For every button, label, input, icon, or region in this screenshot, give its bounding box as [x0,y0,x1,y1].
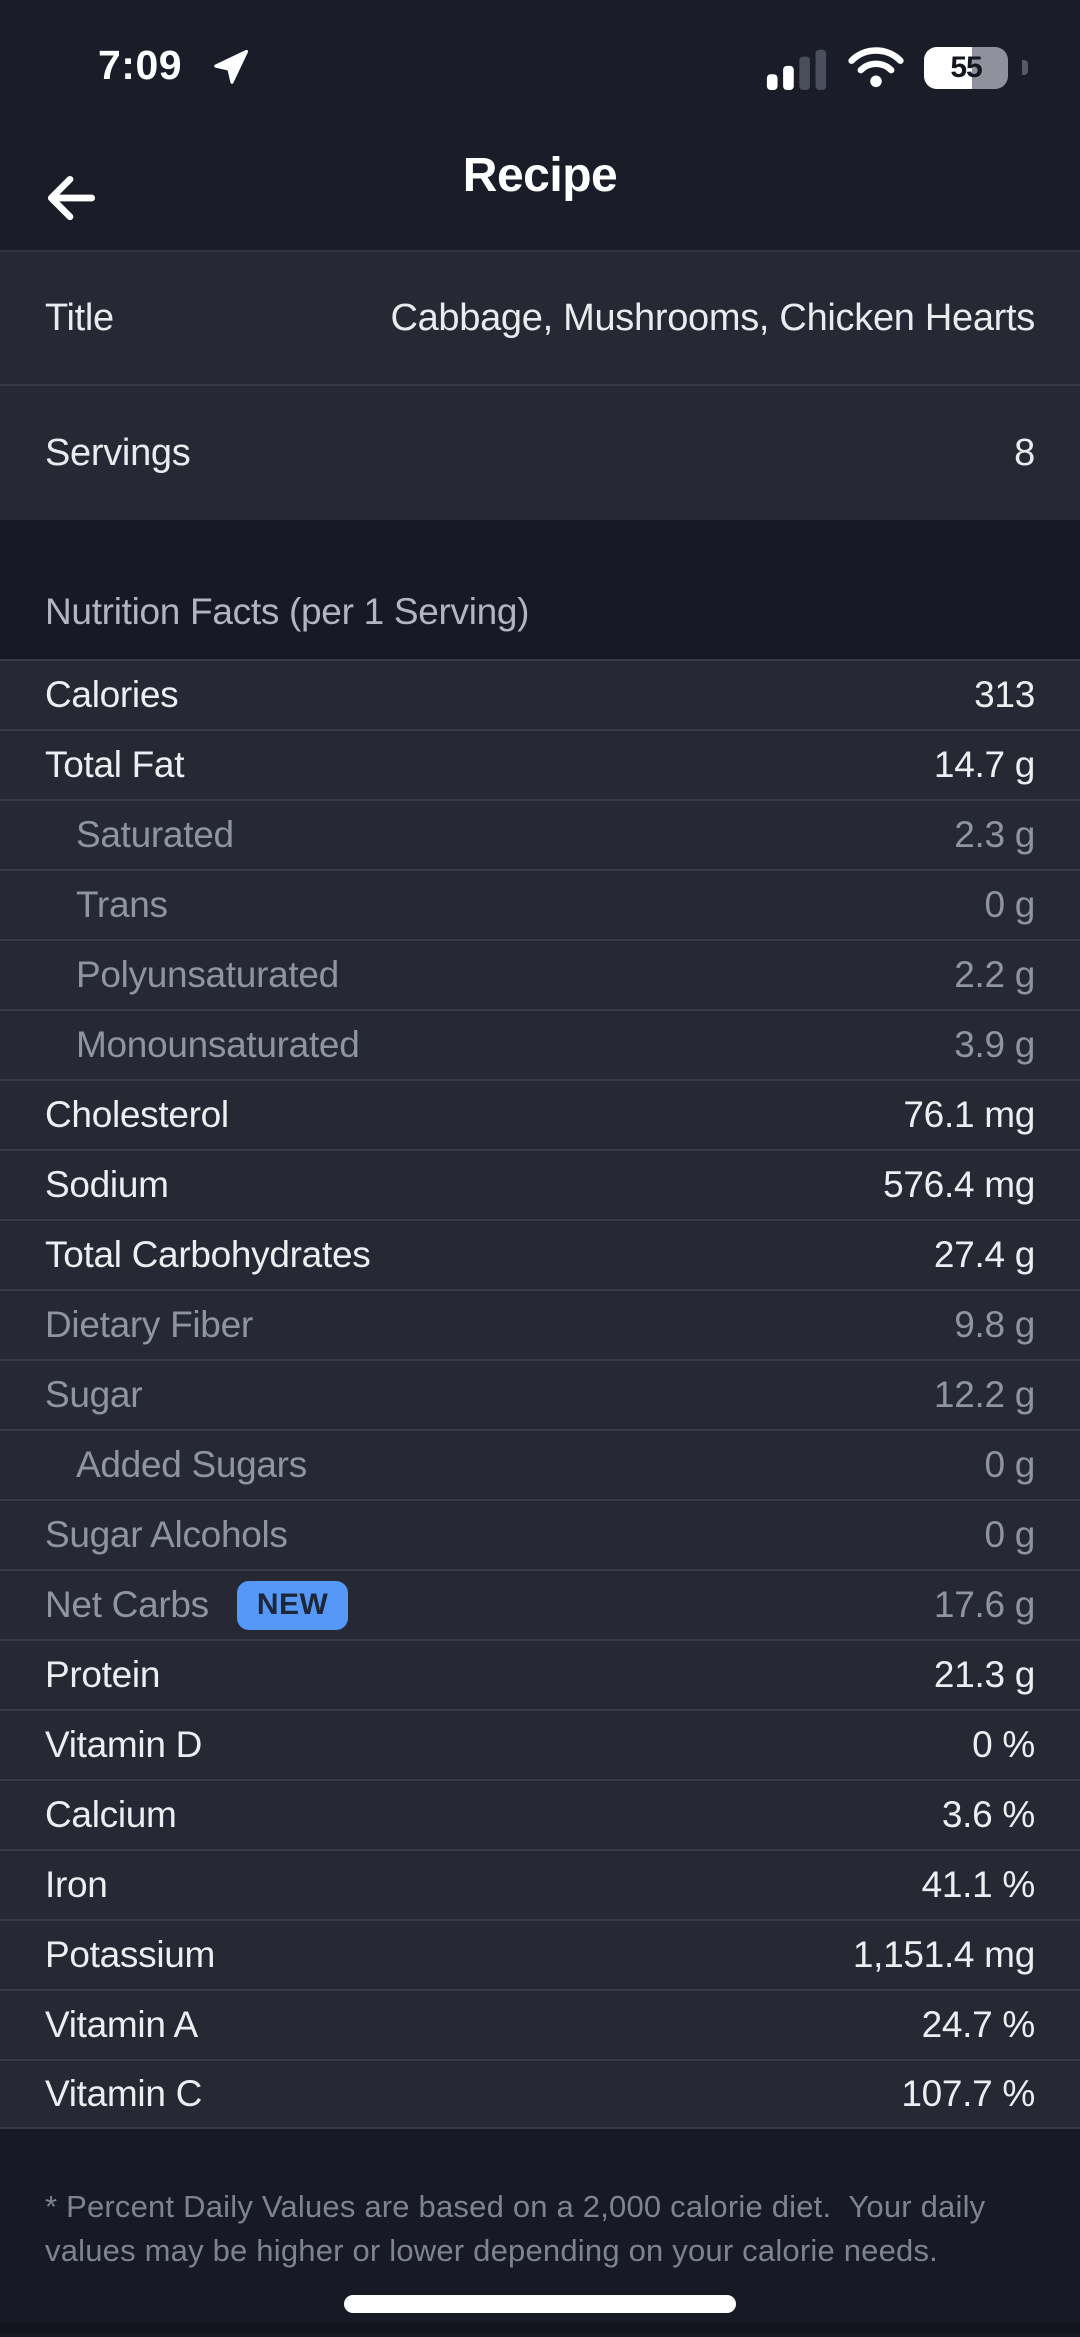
status-bar: 7:09 55 [0,36,1080,96]
nutrient-value: 24.7 % [921,2004,1036,2045]
nutrient-label: Dietary Fiber [45,1304,253,1345]
nutrient-label: Saturated [76,814,234,855]
nutrition-row-saturated: Saturated 2.3 g [0,799,1080,869]
nutrient-label: Total Fat [45,744,185,785]
nutrition-row-polyunsaturated: Polyunsaturated 2.2 g [0,939,1080,1009]
clock-label: 7:09 [98,42,183,88]
nutrition-row-sugar-alcohols: Sugar Alcohols 0 g [0,1499,1080,1569]
nutrient-label: Iron [45,1864,108,1905]
nutrient-value: 0 % [972,1724,1035,1765]
battery-cap [1022,60,1028,75]
servings-field-row[interactable]: Servings 8 [0,386,1080,520]
title-field-row[interactable]: Title Cabbage, Mushrooms, Chicken Hearts [0,252,1080,386]
nutrient-value: 576.4 mg [883,1164,1035,1205]
nutrient-label: Protein [45,1654,161,1695]
screen-bottom-strip [0,2323,1080,2333]
nutrient-value: 27.4 g [933,1234,1035,1275]
battery-percent-label: 55 [950,51,982,84]
nutrition-row-protein: Protein 21.3 g [0,1639,1080,1709]
daily-values-footnote: * Percent Daily Values are based on a 2,… [45,2189,995,2268]
nutrition-row-cholesterol: Cholesterol 76.1 mg [0,1079,1080,1149]
back-arrow-icon [47,175,96,221]
nutrient-label: Calcium [45,1794,177,1835]
nutrition-row-vitamin-a: Vitamin A 24.7 % [0,1989,1080,2059]
nutrition-row-sugar: Sugar 12.2 g [0,1359,1080,1429]
nutrient-value: 107.7 % [901,2073,1035,2114]
nutrient-label: Vitamin A [45,2004,198,2045]
nutrition-section-header: Nutrition Facts (per 1 Serving) [0,520,1080,659]
nutrient-label: Potassium [45,1934,216,1975]
nutrition-row-monounsaturated: Monounsaturated 3.9 g [0,1009,1080,1079]
nutrient-value: 0 g [984,1514,1035,1555]
nutrition-row-total-carbohydrates: Total Carbohydrates 27.4 g [0,1219,1080,1289]
nutrition-row-dietary-fiber: Dietary Fiber 9.8 g [0,1289,1080,1359]
nutrient-label: Vitamin D [45,1724,203,1765]
home-indicator[interactable] [344,2295,736,2313]
nutrient-label: Added Sugars [76,1444,307,1485]
nutrition-row-calories: Calories 313 [0,659,1080,729]
nutrient-label: Trans [76,884,168,925]
nutrition-row-total-fat: Total Fat 14.7 g [0,729,1080,799]
nutrient-value: 3.6 % [941,1794,1035,1835]
nutrient-label: Monounsaturated [76,1024,360,1065]
page-title: Recipe [462,149,618,202]
nutrition-row-trans: Trans 0 g [0,869,1080,939]
nutrition-section-title: Nutrition Facts (per 1 Serving) [45,591,530,632]
nutrition-row-net-carbs: Net Carbs NEW 17.6 g [0,1569,1080,1639]
top-chrome: 7:09 55 [0,0,1080,252]
nutrient-value: 313 [974,674,1035,715]
nutrient-value: 17.6 g [933,1584,1035,1625]
nutrient-label: Polyunsaturated [76,954,339,995]
nutrient-value: 1,151.4 mg [852,1934,1035,1975]
wifi-icon [848,47,904,88]
nutrition-row-potassium: Potassium 1,151.4 mg [0,1919,1080,1989]
footer: * Percent Daily Values are based on a 2,… [0,2129,1080,2333]
new-badge: NEW [236,1580,349,1630]
title-label: Title [45,296,114,339]
back-button[interactable] [30,158,110,238]
nutrient-label: Sodium [45,1164,169,1205]
nutrient-value: 9.8 g [954,1304,1035,1345]
net-carbs-label-text: Net Carbs [45,1584,209,1625]
nav-bar: Recipe [0,130,1080,252]
nutrient-label: Net Carbs NEW [45,1580,349,1630]
nutrition-table: Calories 313 Total Fat 14.7 g Saturated … [0,659,1080,2129]
nutrient-value: 76.1 mg [903,1094,1035,1135]
nutrient-value: 41.1 % [921,1864,1036,1905]
nutrient-label: Sugar Alcohols [45,1514,288,1555]
servings-label: Servings [45,431,191,474]
servings-value: 8 [1014,431,1035,474]
cellular-signal-icon [766,49,827,90]
nutrient-value: 3.9 g [954,1024,1035,1065]
nutrient-value: 2.2 g [954,954,1035,995]
nutrient-label: Sugar [45,1374,143,1415]
location-arrow-icon [214,49,249,84]
nutrient-value: 12.2 g [933,1374,1035,1415]
nutrient-value: 14.7 g [933,744,1035,785]
nutrition-row-vitamin-d: Vitamin D 0 % [0,1709,1080,1779]
nutrition-row-sodium: Sodium 576.4 mg [0,1149,1080,1219]
title-value: Cabbage, Mushrooms, Chicken Hearts [390,296,1035,339]
nutrition-row-calcium: Calcium 3.6 % [0,1779,1080,1849]
nutrient-label: Total Carbohydrates [45,1234,371,1275]
nutrient-label: Vitamin C [45,2073,203,2114]
nutrition-row-vitamin-c: Vitamin C 107.7 % [0,2059,1080,2129]
nutrient-label: Cholesterol [45,1094,229,1135]
nutrient-value: 2.3 g [954,814,1035,855]
nutrient-label: Calories [45,674,179,715]
nutrition-row-added-sugars: Added Sugars 0 g [0,1429,1080,1499]
nutrient-value: 21.3 g [933,1654,1035,1695]
nutrient-value: 0 g [984,884,1035,925]
battery-icon: 55 [924,47,1008,89]
nutrition-row-iron: Iron 41.1 % [0,1849,1080,1919]
status-icons: 55 [766,46,1018,90]
battery-fill [924,47,972,89]
nutrient-value: 0 g [984,1444,1035,1485]
